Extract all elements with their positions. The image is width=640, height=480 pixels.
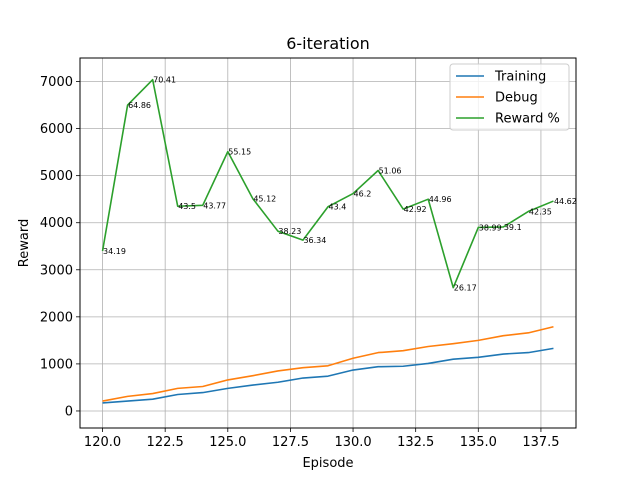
data-point-label: 39.1 [504,223,522,232]
y-tick-label: 1000 [40,357,73,372]
x-axis-ticks: 120.0 122.5 125.0 127.5 130.0 132.5 135.0 137.5 [84,428,560,450]
x-axis-label: Episode [302,456,353,471]
y-tick-label: 5000 [40,169,73,184]
y-tick-label: 6000 [40,122,73,137]
x-tick-label: 130.0 [334,435,371,450]
y-tick-label: 4000 [40,216,73,231]
x-tick-label: 120.0 [84,435,121,450]
x-tick-label: 132.5 [397,435,434,450]
x-tick-label: 135.0 [460,435,497,450]
data-point-label: 44.96 [429,195,452,204]
data-point-label: 42.92 [404,205,427,214]
y-tick-label: 0 [65,404,73,419]
data-point-label: 70.41 [153,76,176,85]
y-tick-label: 7000 [40,75,73,90]
series-lines [101,78,554,404]
data-point-label: 46.2 [354,190,372,199]
data-point-label: 43.5 [178,202,196,211]
x-tick-label: 122.5 [147,435,184,450]
data-point-label: 43.4 [329,203,347,212]
data-point-label: 36.34 [303,236,326,245]
y-tick-label: 2000 [40,310,73,325]
series-line-0 [102,347,554,404]
data-point-label: 43.77 [203,201,226,210]
series-line-1 [102,325,554,402]
data-point-label: 26.17 [454,284,477,293]
data-point-label: 51.06 [379,166,402,175]
x-tick-label: 125.0 [209,435,246,450]
legend-label: Training [494,70,546,85]
legend-box [449,63,570,131]
data-point-label: 45.12 [253,195,276,204]
legend-label: Debug [495,91,538,106]
data-point-label: 64.86 [128,101,151,110]
plot-frame [79,57,577,429]
data-point-label: 55.15 [228,148,251,157]
data-point-label: 44.62 [554,197,577,206]
series-line-2 [101,78,554,289]
y-tick-label: 3000 [40,263,73,278]
legend: Training Debug Reward % [449,63,570,131]
x-tick-label: 127.5 [272,435,309,450]
y-axis-ticks: 0 1000 2000 3000 4000 5000 6000 7000 [40,75,80,419]
chart-title: 6-iteration [286,34,370,53]
data-point-label: 38.23 [278,227,301,236]
data-point-label: 34.19 [103,247,126,256]
y-axis-label: Reward [17,219,32,267]
data-point-label: 42.35 [529,207,552,216]
legend-label: Reward % [495,112,560,127]
x-tick-label: 137.5 [522,435,559,450]
data-point-label: 38.99 [479,223,502,232]
